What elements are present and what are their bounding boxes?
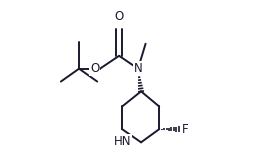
Text: HN: HN xyxy=(113,135,131,148)
Text: F: F xyxy=(182,123,189,136)
Text: N: N xyxy=(134,62,142,75)
Text: O: O xyxy=(114,10,124,23)
Text: O: O xyxy=(90,62,99,75)
